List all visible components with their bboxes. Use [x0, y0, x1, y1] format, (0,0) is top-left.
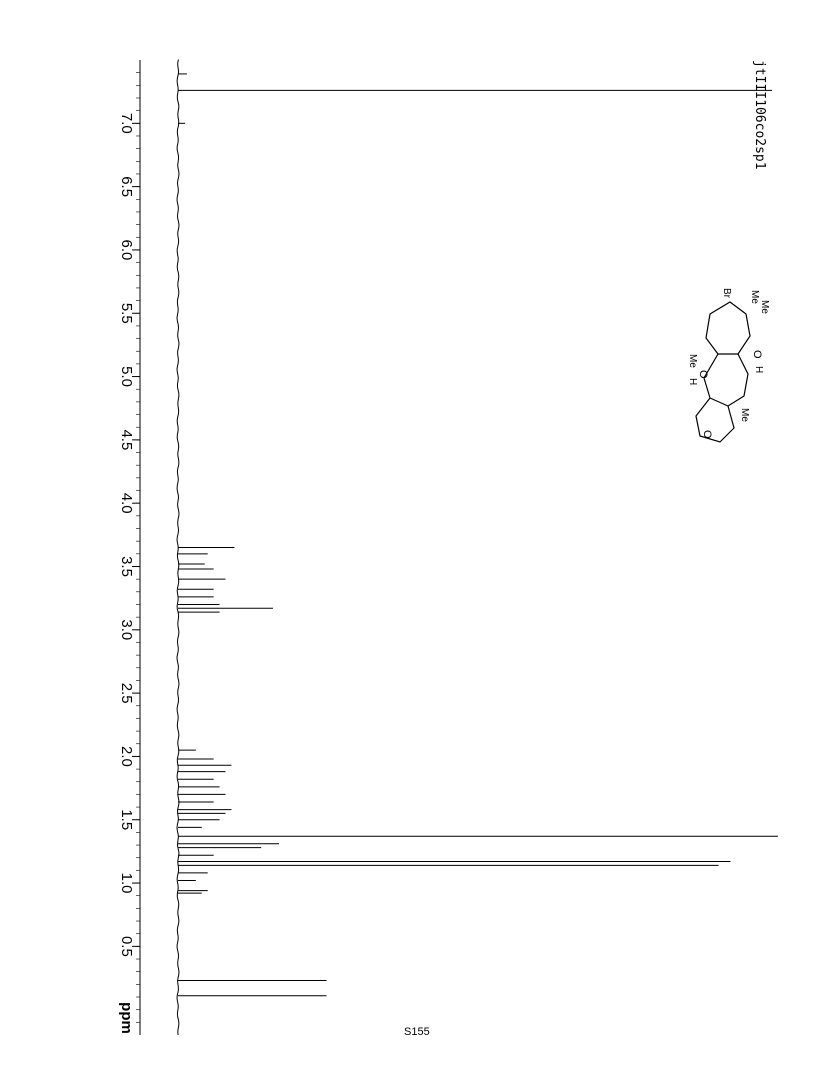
- ppm-axis: 7.0 6.5 6.0 5.5 5.0 4.5 4.0 3.5 3.0 2.5 2.0 1.5 1.0 0…: [118, 60, 141, 1035]
- ppm-axis-ticks: 7.0 6.5 6.0 5.5 5.0 4.5 4.0 3.5 3.0 2.5 2.0 1.5 1.0 0…: [118, 72, 140, 1023]
- spectrum-baseline: [176, 59, 180, 1036]
- structure-label-br: Br: [721, 288, 732, 299]
- structure-label-o-1: O: [751, 350, 763, 359]
- oxane-ring: [695, 397, 735, 443]
- structure-label-me-2: Me: [749, 290, 760, 304]
- ppm-tick-label: 6.5: [118, 176, 135, 197]
- ppm-tick-label: 3.0: [118, 619, 135, 640]
- ppm-tick-label: 1.5: [118, 809, 135, 830]
- oxepane-ring-left: [705, 301, 751, 355]
- ppm-tick-label: 7.0: [118, 113, 135, 134]
- structure-label-o-2: O: [697, 370, 709, 379]
- ppm-tick-label: 4.0: [118, 493, 135, 514]
- structure-label-h-1: H: [753, 366, 764, 373]
- structure-label-me-1: Me: [759, 300, 770, 314]
- ppm-tick-label: 5.0: [118, 366, 135, 387]
- sample-id-label: jtIII106co2sp1: [752, 60, 767, 170]
- ppm-tick-label: 2.0: [118, 746, 135, 767]
- ppm-tick-label: 5.5: [118, 303, 135, 324]
- ppm-axis-title: ppm: [118, 1002, 135, 1034]
- ppm-tick-label: 6.0: [118, 240, 135, 261]
- molecule-structure: Me Me Br O H Me O H Me O: [687, 288, 770, 443]
- structure-label-me-4: Me: [739, 408, 750, 422]
- ppm-tick-label: 2.5: [118, 683, 135, 704]
- structure-label-o-3: O: [701, 430, 713, 439]
- ppm-tick-label: 3.5: [118, 556, 135, 577]
- ppm-tick-label: 4.5: [118, 429, 135, 450]
- spectrum-peaks: [178, 73, 778, 997]
- oxepane-ring-right: [703, 353, 749, 407]
- ppm-tick-label: 1.0: [118, 873, 135, 894]
- page-number-label: S155: [404, 1026, 430, 1038]
- ppm-tick-label: 0.5: [118, 936, 135, 957]
- structure-label-me-3: Me: [687, 354, 698, 368]
- structure-label-h-2: H: [687, 378, 698, 385]
